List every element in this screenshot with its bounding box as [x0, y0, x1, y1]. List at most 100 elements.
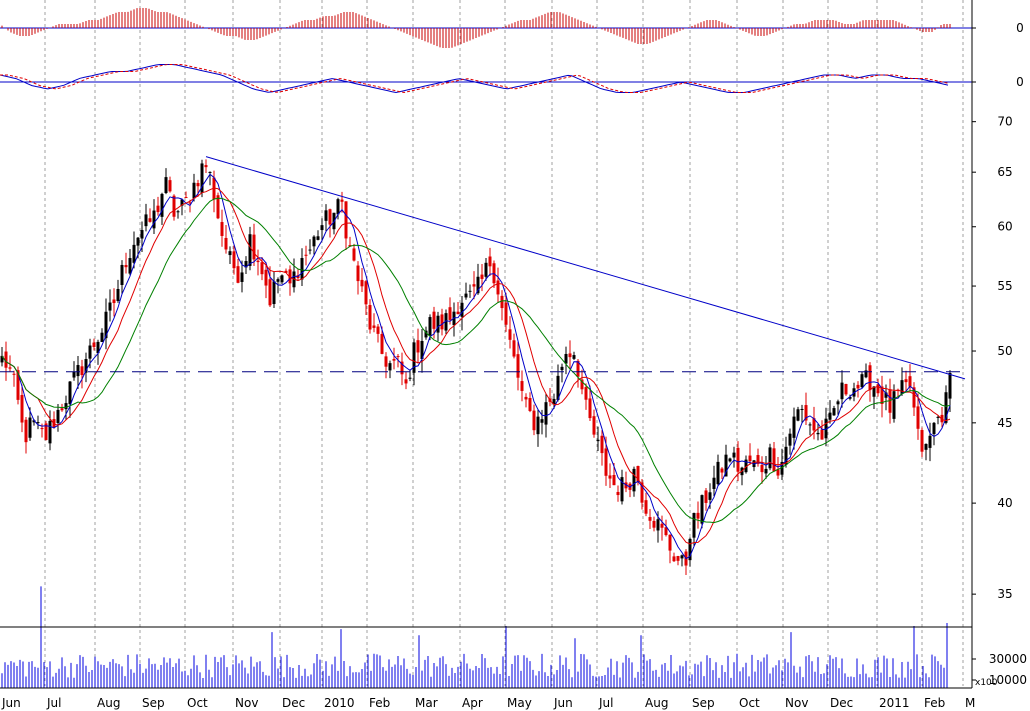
- candle-body: [876, 384, 880, 394]
- price-tick-label: 45: [997, 416, 1012, 430]
- candle-body: [60, 408, 64, 411]
- candle-body: [668, 534, 672, 551]
- candle-body: [900, 380, 904, 394]
- candle-body: [24, 419, 28, 443]
- month-label: Sep: [142, 696, 165, 710]
- trendline: [205, 156, 966, 380]
- candle-body: [516, 354, 520, 378]
- candle-body: [792, 416, 796, 438]
- candle-body: [324, 210, 328, 221]
- candle-body: [280, 275, 284, 283]
- candle-body: [484, 262, 488, 277]
- candle-body: [108, 302, 112, 311]
- candle-body: [136, 237, 140, 246]
- candle-body: [536, 416, 540, 435]
- candle-body: [224, 237, 228, 250]
- candle-body: [32, 420, 36, 423]
- candle-body: [572, 355, 576, 359]
- candle-body: [856, 384, 860, 389]
- month-label: M: [965, 696, 975, 710]
- candle-body: [268, 279, 272, 306]
- candle-body: [616, 491, 620, 496]
- candle-body: [884, 392, 888, 398]
- candle-body: [272, 281, 276, 305]
- candle-body: [948, 373, 952, 399]
- candle-body: [284, 270, 288, 273]
- candle-body: [828, 412, 832, 420]
- candle-body: [276, 279, 280, 282]
- month-label: Jun: [1, 696, 21, 710]
- month-label: Jul: [598, 696, 613, 710]
- candle-body: [744, 459, 748, 473]
- candle-body: [600, 435, 604, 454]
- candle-body: [116, 288, 120, 302]
- candle-body: [788, 433, 792, 446]
- volume-tick-label: 10000: [989, 673, 1027, 687]
- candle-body: [400, 361, 404, 375]
- oscillator-panel: [0, 64, 972, 94]
- month-label: Oct: [739, 696, 760, 710]
- month-label: Aug: [97, 696, 120, 710]
- candle-body: [348, 245, 352, 247]
- candle-body: [468, 290, 472, 292]
- candle-body: [56, 409, 60, 423]
- candle-body: [316, 236, 320, 240]
- candle-body: [344, 201, 348, 239]
- candle-body: [840, 382, 844, 400]
- candle-body: [880, 386, 884, 404]
- candle-body: [48, 420, 52, 444]
- candle-body: [724, 454, 728, 477]
- candle-body: [444, 313, 448, 331]
- candle-body: [848, 396, 852, 399]
- candle-body: [428, 317, 432, 336]
- candle-body: [932, 422, 936, 435]
- candle-body: [584, 387, 588, 400]
- candle-body: [508, 329, 512, 340]
- candle-body: [496, 280, 500, 295]
- candle-body: [676, 556, 680, 561]
- candle-body: [40, 428, 44, 430]
- volume-tick-label: 30000: [989, 652, 1027, 666]
- candle-body: [568, 353, 572, 358]
- candle-body: [164, 177, 168, 193]
- candle-body: [712, 477, 716, 489]
- candle-body: [720, 468, 724, 473]
- candle-body: [500, 295, 504, 309]
- candle-body: [748, 455, 752, 462]
- candle-body: [88, 345, 92, 359]
- candle-body: [768, 447, 772, 469]
- candle-body: [328, 209, 332, 225]
- price-tick-label: 65: [997, 165, 1012, 179]
- candle-body: [472, 284, 476, 287]
- candle-body: [96, 341, 100, 354]
- candle-body: [836, 401, 840, 405]
- candle-body: [796, 409, 800, 421]
- candle-body: [308, 249, 312, 251]
- candle-body: [92, 342, 96, 347]
- candle-body: [460, 302, 464, 317]
- candle-body: [804, 405, 808, 421]
- candle-body: [576, 360, 580, 377]
- candle-body: [704, 490, 708, 503]
- candle-body: [652, 520, 656, 528]
- candle-body: [264, 269, 268, 286]
- price-tick-label: 70: [997, 115, 1012, 129]
- candle-body: [944, 392, 948, 423]
- candle-body: [784, 446, 788, 465]
- vertical-gridlines: [44, 0, 964, 686]
- candle-body: [216, 195, 220, 219]
- candle-body: [904, 379, 908, 383]
- candle-body: [52, 419, 56, 428]
- candle-body: [868, 365, 872, 391]
- candle-body: [8, 367, 12, 369]
- candle-body: [376, 326, 380, 334]
- ma-mid-line: [1, 187, 951, 545]
- candle-body: [188, 202, 192, 204]
- candle-body: [112, 299, 116, 304]
- month-label: Aug: [645, 696, 668, 710]
- candle-body: [180, 199, 184, 206]
- candle-body: [156, 205, 160, 213]
- month-label: May: [507, 696, 532, 710]
- month-label: 2011: [879, 696, 910, 710]
